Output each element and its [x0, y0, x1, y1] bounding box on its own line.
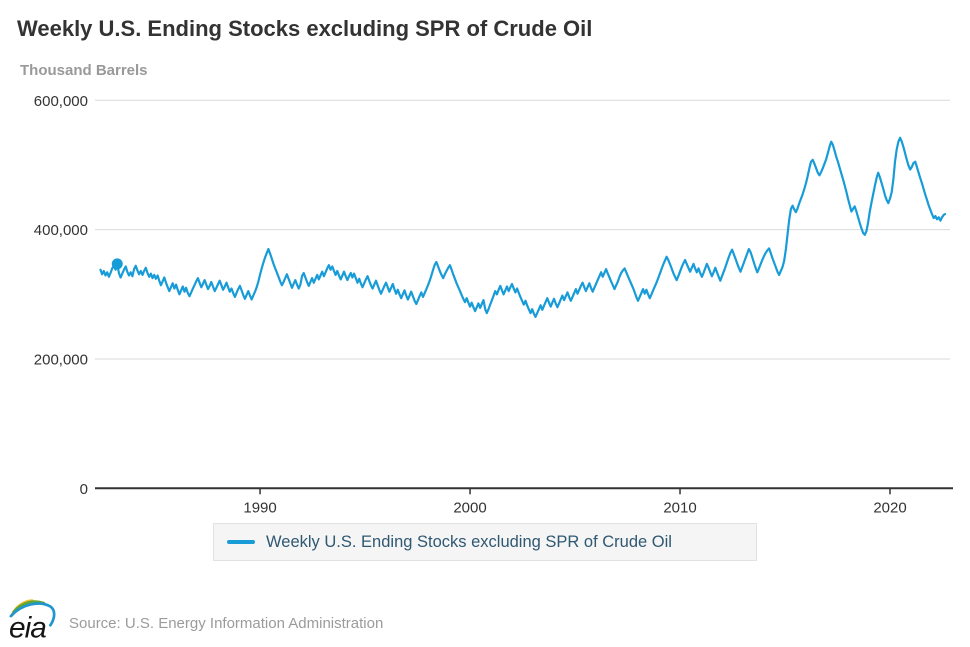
gridlines	[95, 99, 950, 360]
y-tick-label: 400,000	[34, 222, 88, 239]
footer: eia Source: U.S. Energy Information Admi…	[8, 596, 383, 644]
legend-line-swatch	[227, 540, 255, 544]
eia-logo: eia	[9, 599, 56, 644]
plot-area: 0 200,000 400,000 600,000 1990 2000 2010 2020	[0, 85, 970, 520]
y-axis-labels: 0 200,000 400,000 600,000	[34, 93, 88, 498]
x-tick-label: 1990	[243, 499, 276, 516]
x-tick-label: 2010	[663, 499, 696, 516]
x-tick-label: 2020	[873, 499, 906, 516]
chart-unit-label: Thousand Barrels	[20, 62, 148, 79]
series-start-marker	[111, 258, 123, 270]
x-tick-label: 2000	[453, 499, 486, 516]
series-line[interactable]	[99, 136, 947, 318]
source-text: Source: U.S. Energy Information Administ…	[69, 614, 384, 632]
x-axis: 1990 2000 2010 2020	[95, 487, 953, 516]
y-tick-label: 200,000	[34, 351, 88, 368]
legend-label: Weekly U.S. Ending Stocks excluding SPR …	[266, 532, 672, 551]
series-group	[99, 136, 947, 318]
plot-svg: 0 200,000 400,000 600,000 1990 2000 2010 2020	[34, 93, 953, 516]
y-tick-label: 600,000	[34, 93, 88, 110]
y-tick-label: 0	[80, 481, 88, 498]
page-title: Weekly U.S. Ending Stocks excluding SPR …	[17, 16, 593, 41]
logo-text: eia	[9, 611, 46, 644]
logo-blue-swoosh	[9, 602, 56, 627]
legend-item[interactable]: Weekly U.S. Ending Stocks excluding SPR …	[213, 523, 757, 561]
